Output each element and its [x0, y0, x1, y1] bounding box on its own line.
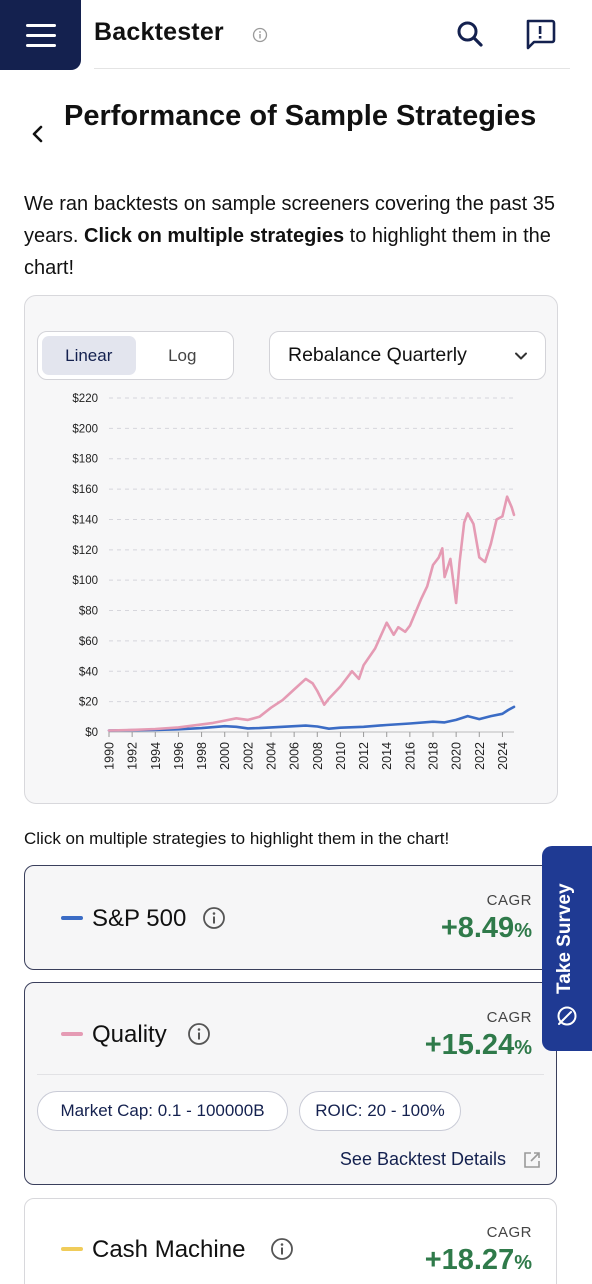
back-arrow-icon[interactable] [26, 122, 50, 146]
y-tick-label: $180 [72, 454, 98, 466]
info-icon[interactable] [252, 27, 268, 43]
scale-toggle: Linear Log [37, 331, 234, 380]
header-divider [94, 68, 570, 69]
cagr-unit: % [514, 1037, 532, 1059]
x-tick-label: 2002 [241, 742, 255, 770]
external-link-icon[interactable] [522, 1150, 542, 1170]
cagr-number: +15.24 [424, 1029, 515, 1061]
app-header: Backtester [0, 0, 592, 70]
hamburger-menu-button[interactable] [0, 0, 81, 70]
cagr-label: CAGR [486, 1224, 532, 1241]
menu-bar [25, 23, 56, 27]
filter-chip-market-cap[interactable]: Market Cap: 0.1 - 100000B [37, 1091, 288, 1131]
x-tick-label: 2010 [334, 742, 348, 770]
x-tick-label: 2014 [380, 742, 394, 770]
y-tick-label: $60 [79, 636, 98, 648]
filter-chip-roic[interactable]: ROIC: 20 - 100% [299, 1091, 461, 1131]
cagr-unit: % [514, 920, 532, 942]
chart-card: Linear Log Rebalance Quarterly $0 $20 $40 $… [24, 295, 558, 804]
y-tick-label: $120 [72, 545, 98, 557]
scale-option-log[interactable]: Log [168, 345, 197, 365]
performance-line-chart: $0 $20 $40 $60 $80 $100 $120 $140 $160 $180 $200 $2… [72, 393, 516, 770]
strategy-name: Cash Machine [92, 1236, 246, 1263]
cagr-label: CAGR [486, 1009, 532, 1026]
x-tick-label: 1994 [149, 742, 163, 770]
y-tick-label: $100 [72, 575, 98, 587]
chevron-down-icon [515, 352, 527, 360]
cagr-value: +18.27% [425, 1244, 532, 1277]
cagr-number: +8.49 [440, 912, 515, 944]
x-tick-label: 2018 [427, 742, 441, 770]
x-tick-label: 2006 [288, 742, 302, 770]
scale-option-linear[interactable]: Linear [42, 336, 136, 375]
intro-text-bold: Click on multiple strategies [84, 225, 345, 247]
helper-text: Click on multiple strategies to highligh… [24, 829, 450, 848]
strategy-name: S&P 500 [92, 905, 187, 932]
x-tick-label: 1990 [103, 742, 117, 770]
cagr-unit: % [514, 1252, 532, 1274]
x-tick-label: 2016 [403, 742, 417, 770]
y-tick-label: $20 [79, 697, 98, 709]
x-tick-label: 1998 [195, 742, 209, 770]
search-icon[interactable] [455, 19, 485, 49]
strategy-card-quality[interactable]: Quality CAGR +15.24% Market Cap: 0.1 - 1… [24, 982, 557, 1185]
x-tick-label: 2004 [265, 742, 279, 770]
see-backtest-details-link[interactable]: See Backtest Details [339, 1149, 506, 1169]
strategy-card-sp500[interactable]: S&P 500 CAGR +8.49% [24, 865, 557, 970]
survey-label: Take Survey [554, 883, 575, 994]
x-tick-label: 2008 [311, 742, 325, 770]
info-icon[interactable] [270, 1237, 294, 1261]
x-tick-label: 2020 [450, 742, 464, 770]
cagr-label: CAGR [486, 892, 532, 909]
cagr-number: +18.27 [424, 1244, 515, 1276]
y-tick-label: $0 [85, 727, 98, 739]
series-swatch [61, 1032, 83, 1036]
cagr-value: +15.24% [425, 1029, 532, 1062]
strategy-card-cash-machine[interactable]: Cash Machine CAGR +18.27% [24, 1198, 557, 1284]
cagr-value: +8.49% [441, 912, 532, 945]
app-title: Backtester [94, 18, 224, 46]
rebalance-dropdown[interactable]: Rebalance Quarterly [269, 331, 546, 380]
y-tick-label: $40 [79, 666, 98, 678]
x-tick-label: 1996 [172, 742, 186, 770]
survey-icon [557, 1006, 577, 1026]
y-tick-label: $160 [72, 484, 98, 496]
intro-text: We ran backtests on sample screeners cov… [24, 188, 569, 284]
take-survey-tab[interactable]: Take Survey [542, 846, 592, 1051]
info-icon[interactable] [187, 1022, 211, 1046]
x-tick-label: 1992 [126, 742, 140, 770]
y-tick-label: $220 [72, 393, 98, 405]
card-divider [37, 1074, 544, 1075]
intro-text-end: to highlight them in the chart! [24, 225, 551, 279]
page-title: Performance of Sample Strategies [64, 100, 537, 132]
menu-bar [25, 43, 56, 47]
strategy-name: Quality [92, 1021, 167, 1048]
menu-bar [25, 33, 56, 37]
rebalance-label: Rebalance Quarterly [288, 344, 467, 366]
series-swatch [61, 1247, 83, 1251]
feedback-icon[interactable] [523, 17, 557, 51]
x-tick-label: 2022 [473, 742, 487, 770]
series-line-quality[interactable] [107, 495, 516, 732]
info-icon[interactable] [202, 906, 226, 930]
y-tick-label: $200 [72, 423, 98, 435]
series-swatch [61, 916, 83, 920]
intro-text-start: We ran backtests on sample screeners cov… [24, 193, 556, 247]
y-tick-label: $140 [72, 514, 98, 526]
y-tick-label: $80 [79, 606, 98, 618]
x-tick-label: 2024 [496, 742, 510, 770]
series-line-s-p-500[interactable] [107, 705, 516, 732]
x-tick-label: 2000 [218, 742, 232, 770]
x-tick-label: 2012 [357, 742, 371, 770]
